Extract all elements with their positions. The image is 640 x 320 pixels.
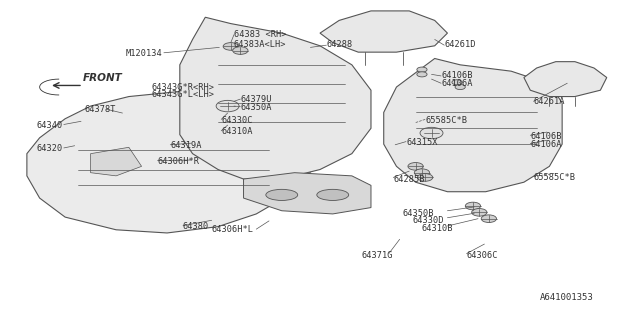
- Text: 64261A: 64261A: [534, 97, 565, 106]
- Text: 64383 <RH>: 64383 <RH>: [234, 30, 287, 39]
- Text: FRONT: FRONT: [83, 73, 123, 83]
- Text: 64106A: 64106A: [441, 79, 472, 88]
- Text: 64306H*R: 64306H*R: [157, 157, 200, 166]
- Circle shape: [481, 215, 497, 222]
- Text: 64310A: 64310A: [221, 127, 253, 136]
- Text: 64106A: 64106A: [531, 140, 562, 148]
- Circle shape: [233, 47, 248, 54]
- Text: 64315X: 64315X: [406, 138, 438, 147]
- Text: 64350A: 64350A: [241, 103, 272, 112]
- Text: 64371G: 64371G: [362, 251, 393, 260]
- Text: 64343G*L<LH>: 64343G*L<LH>: [151, 91, 214, 100]
- Circle shape: [223, 43, 239, 50]
- Text: 64330C: 64330C: [221, 116, 253, 125]
- Text: 65585C*B: 65585C*B: [534, 173, 575, 182]
- Circle shape: [408, 163, 423, 170]
- Text: 64261D: 64261D: [444, 40, 476, 49]
- Text: 64106B: 64106B: [531, 132, 562, 141]
- Text: 64330D: 64330D: [412, 216, 444, 225]
- Text: 64383A<LH>: 64383A<LH>: [234, 40, 287, 49]
- Text: M120134: M120134: [125, 49, 163, 58]
- Circle shape: [472, 209, 487, 216]
- Circle shape: [216, 100, 239, 112]
- Polygon shape: [524, 62, 607, 97]
- Circle shape: [452, 80, 462, 85]
- Circle shape: [414, 169, 429, 177]
- Text: 64380: 64380: [183, 222, 209, 231]
- Text: 64310B: 64310B: [422, 224, 454, 233]
- Text: 64379U: 64379U: [241, 95, 272, 104]
- Text: 64306H*L: 64306H*L: [212, 225, 253, 234]
- Text: 64378T: 64378T: [84, 105, 116, 114]
- Text: 64285B: 64285B: [394, 174, 425, 184]
- Polygon shape: [27, 90, 320, 233]
- Text: 64288: 64288: [326, 40, 353, 49]
- Circle shape: [417, 67, 427, 72]
- Text: 64343G*R<RH>: 64343G*R<RH>: [151, 83, 214, 92]
- Text: A641001353: A641001353: [540, 293, 593, 302]
- Ellipse shape: [266, 189, 298, 200]
- Circle shape: [417, 72, 427, 77]
- Circle shape: [424, 129, 439, 137]
- Text: 64340: 64340: [36, 121, 63, 130]
- Polygon shape: [244, 173, 371, 214]
- Circle shape: [465, 202, 481, 210]
- Text: 64350B: 64350B: [403, 209, 435, 219]
- Circle shape: [220, 102, 236, 110]
- Text: 64106B: 64106B: [441, 71, 472, 80]
- Text: 64306C: 64306C: [467, 251, 498, 260]
- Text: 64320: 64320: [36, 144, 63, 153]
- Circle shape: [420, 127, 443, 139]
- Polygon shape: [91, 147, 141, 176]
- Polygon shape: [180, 17, 371, 179]
- Text: 65585C*B: 65585C*B: [425, 116, 467, 125]
- Text: 64319A: 64319A: [170, 141, 202, 150]
- Circle shape: [417, 174, 433, 181]
- Polygon shape: [320, 11, 447, 52]
- Polygon shape: [384, 59, 562, 192]
- Ellipse shape: [317, 189, 349, 200]
- Circle shape: [455, 84, 465, 90]
